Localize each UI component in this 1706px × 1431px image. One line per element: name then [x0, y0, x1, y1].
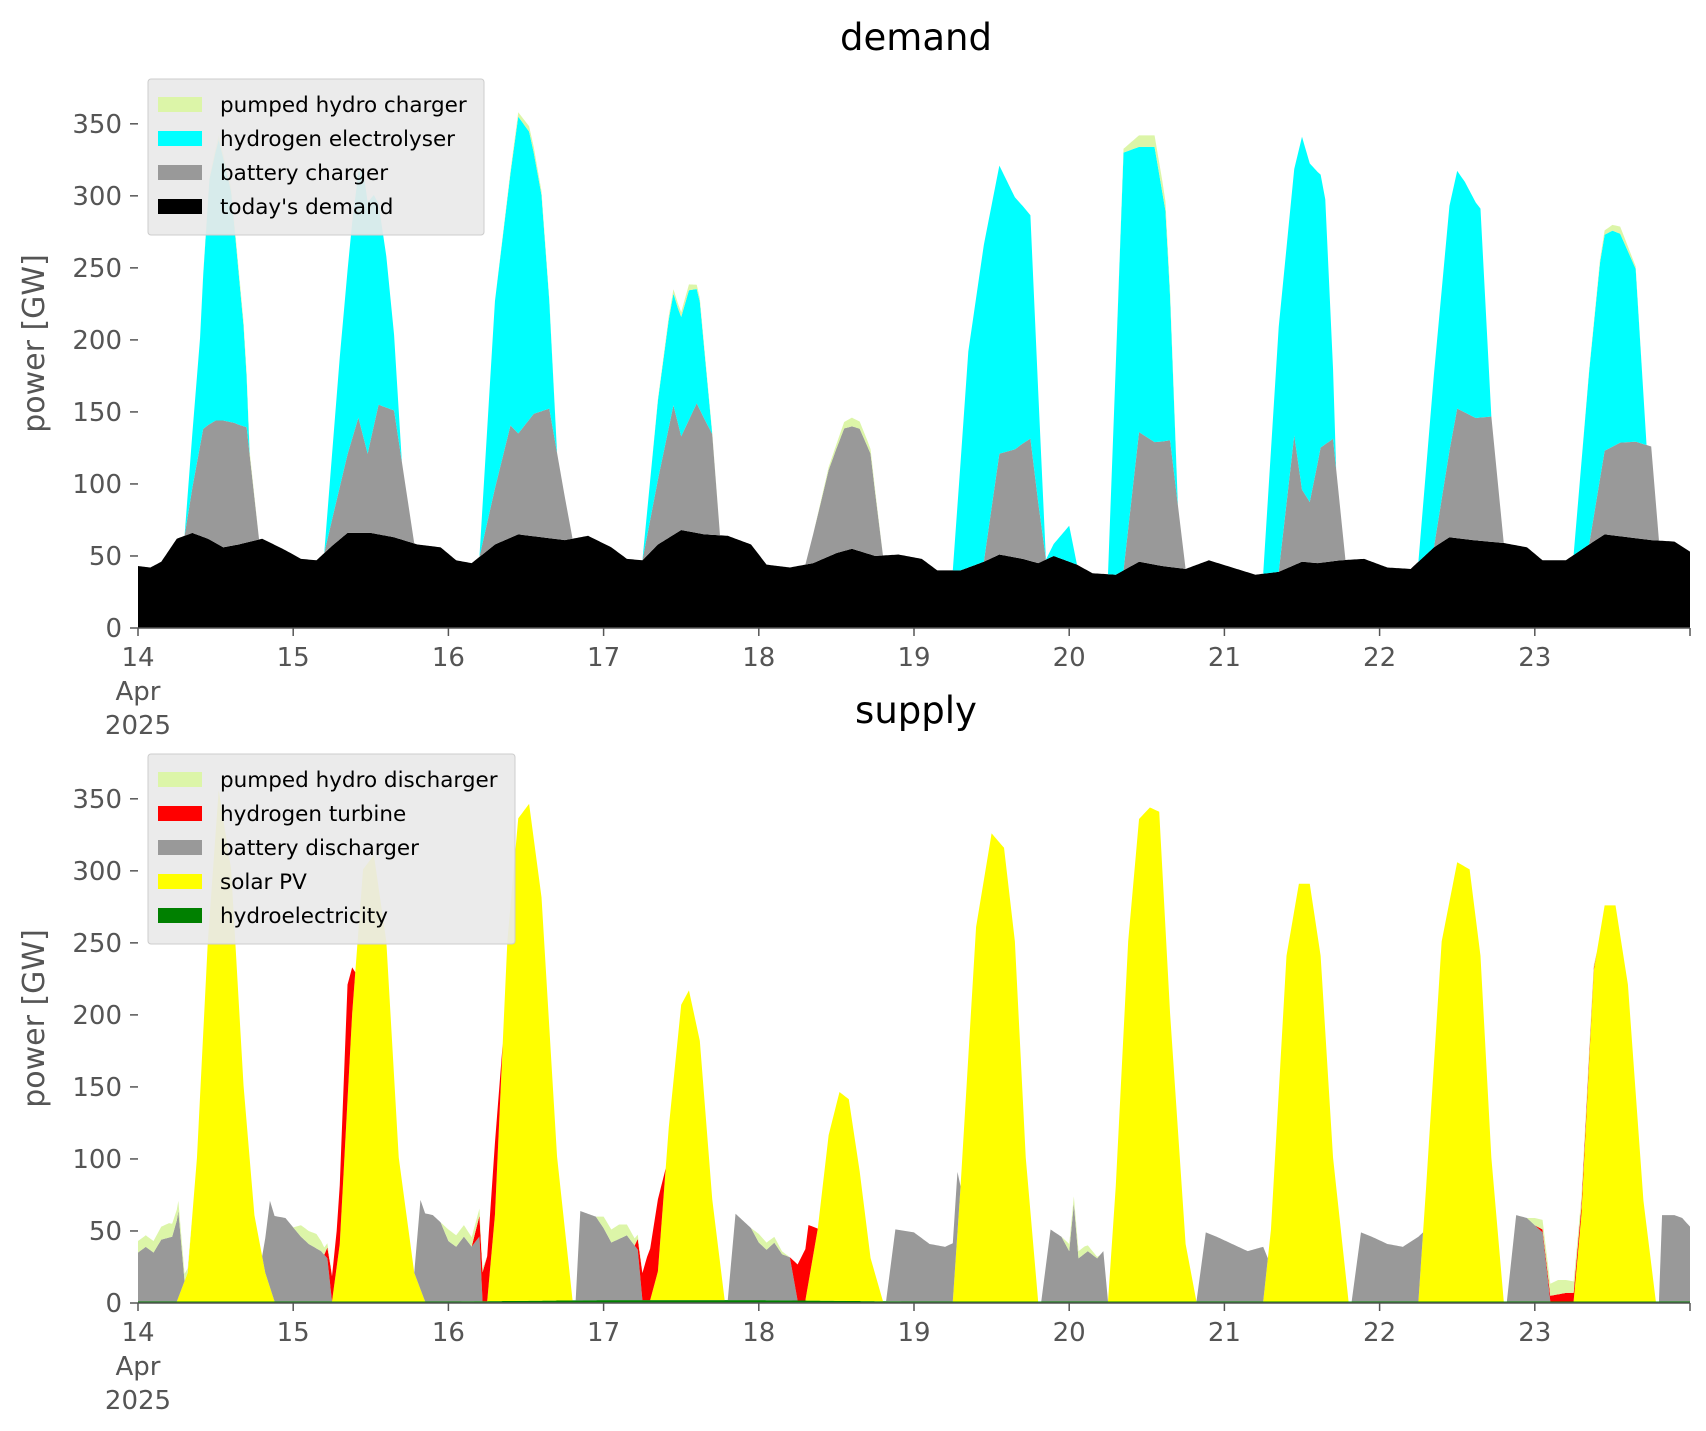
- series-area-today-s-demand: [138, 530, 1690, 628]
- x-tick-label: 15: [277, 643, 310, 673]
- y-tick-label: 50: [89, 542, 122, 572]
- legend-box: [147, 78, 485, 236]
- y-tick-label: 250: [72, 254, 122, 284]
- legend-entry-pumped-hydro-charger: pumped hydro charger: [220, 93, 467, 118]
- legend-entry-hydrogen-turbine: hydrogen turbine: [220, 802, 406, 827]
- x-tick-sublabel: Apr: [116, 1352, 161, 1382]
- series-area-hydrogen-electrolyser: [138, 116, 1690, 575]
- x-tick-label: 16: [432, 643, 465, 673]
- legend-swatch-pumped-hydro-discharger: [158, 772, 202, 787]
- legend-entry-battery-charger: battery charger: [220, 161, 388, 186]
- y-axis-label: power [GW]: [17, 254, 52, 433]
- chart-title: demand: [840, 16, 992, 59]
- y-tick-label: 0: [105, 1289, 122, 1319]
- legend-entry-pumped-hydro-discharger: pumped hydro discharger: [220, 768, 498, 793]
- x-tick-label: 22: [1363, 1318, 1396, 1348]
- y-tick-label: 100: [72, 470, 122, 500]
- legend: pumped hydro charger hydrogen electrolyse…: [147, 78, 485, 236]
- legend-entry-hydrogen-electrolyser: hydrogen electrolyser: [220, 127, 455, 152]
- x-tick-label: 20: [1053, 643, 1086, 673]
- x-tick-label: 23: [1518, 643, 1551, 673]
- x-tick-label: 22: [1363, 643, 1396, 673]
- supply-panel: supply 0 50 100 150 200 250 300 350 14 Apr 2025 15 16…: [17, 689, 1691, 1416]
- legend: pumped hydro discharger hydrogen turbine b…: [147, 753, 516, 945]
- x-tick-label: 18: [742, 643, 775, 673]
- x-tick-sublabel: 2025: [105, 711, 171, 741]
- y-tick-label: 300: [72, 857, 122, 887]
- x-tick-label: 20: [1053, 1318, 1086, 1348]
- x-tick-label: 14: [121, 643, 154, 673]
- chart-title: supply: [855, 689, 977, 732]
- y-tick-label: 50: [89, 1217, 122, 1247]
- x-tick-sublabel: Apr: [116, 677, 161, 707]
- x-tick-label: 19: [897, 1318, 930, 1348]
- x-tick-label: 16: [432, 1318, 465, 1348]
- y-tick-label: 350: [72, 785, 122, 815]
- legend-entry-battery-discharger: battery discharger: [220, 836, 419, 861]
- y-tick-label: 200: [72, 326, 122, 356]
- y-tick-label: 100: [72, 1145, 122, 1175]
- y-tick-label: 350: [72, 110, 122, 140]
- demand-panel: demand 0 50 100 150 200 250 300 350 14 Apr 2025 15 16…: [17, 16, 1691, 741]
- legend-swatch-today-s-demand: [158, 199, 202, 214]
- area-layers: [138, 112, 1690, 628]
- y-tick-label: 150: [72, 1073, 122, 1103]
- legend-entry-today-s-demand: today's demand: [220, 195, 393, 220]
- x-tick-label: 21: [1208, 1318, 1241, 1348]
- legend-swatch-hydrogen-turbine: [158, 806, 202, 821]
- legend-entry-solar-pv: solar PV: [220, 870, 307, 895]
- series-area-solar-pv: [138, 790, 1690, 1302]
- legend-entry-hydroelectricity: hydroelectricity: [220, 904, 388, 929]
- x-tick-sublabel: 2025: [105, 1386, 171, 1416]
- x-tick-label: 17: [587, 643, 620, 673]
- legend-swatch-hydroelectricity: [158, 908, 202, 923]
- y-axis-label: power [GW]: [17, 929, 52, 1108]
- x-tick-label: 17: [587, 1318, 620, 1348]
- x-tick-label: 14: [121, 1318, 154, 1348]
- legend-swatch-pumped-hydro-charger: [158, 97, 202, 112]
- legend-swatch-solar-pv: [158, 874, 202, 889]
- x-tick-label: 23: [1518, 1318, 1551, 1348]
- x-tick-label: 15: [277, 1318, 310, 1348]
- x-tick-label: 18: [742, 1318, 775, 1348]
- legend-swatch-hydrogen-electrolyser: [158, 131, 202, 146]
- legend-swatch-battery-discharger: [158, 840, 202, 855]
- y-tick-label: 150: [72, 398, 122, 428]
- y-tick-label: 250: [72, 929, 122, 959]
- x-tick-label: 19: [897, 643, 930, 673]
- series-area-battery-charger: [138, 403, 1690, 575]
- y-tick-label: 200: [72, 1001, 122, 1031]
- legend-box: [147, 753, 516, 945]
- x-tick-label: 21: [1208, 643, 1241, 673]
- series-area-battery-discharger: [138, 790, 1690, 1302]
- y-tick-label: 300: [72, 182, 122, 212]
- y-tick-label: 0: [105, 614, 122, 644]
- legend-swatch-battery-charger: [158, 165, 202, 180]
